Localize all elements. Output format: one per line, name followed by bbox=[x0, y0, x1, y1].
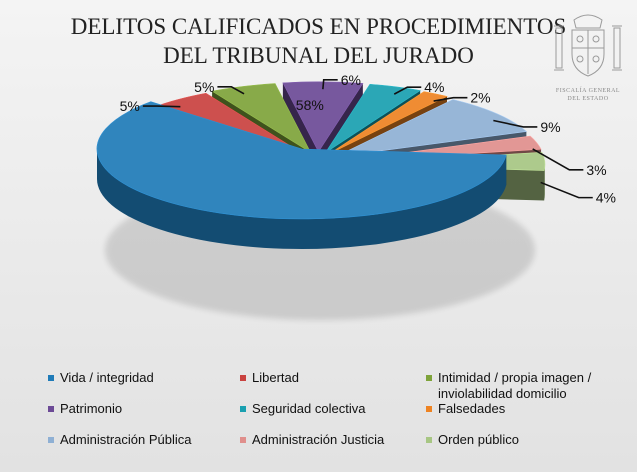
legend-swatch-icon bbox=[48, 375, 54, 381]
slice-highlight bbox=[212, 83, 311, 153]
slice-highlight bbox=[325, 84, 421, 153]
leader-line-administracion-publica bbox=[493, 119, 538, 128]
coat-of-arms-icon bbox=[554, 14, 622, 77]
chart-title: DELITOS CALIFICADOS EN PROCEDIMIENTOS DE… bbox=[0, 12, 637, 70]
leader-line-falsedades bbox=[433, 96, 468, 102]
leader-line-patrimonio bbox=[322, 79, 338, 90]
chart-title-line-1: DELITOS CALIFICADOS EN PROCEDIMIENTOS bbox=[70, 14, 567, 39]
legend-swatch-icon bbox=[426, 406, 432, 412]
data-label-orden-publico: 4% bbox=[596, 190, 616, 206]
slice-top bbox=[96, 101, 507, 220]
legend-swatch-icon bbox=[426, 375, 432, 381]
data-label-libertad: 5% bbox=[120, 98, 140, 114]
legend-label: Libertad bbox=[252, 370, 299, 385]
data-label-administracion-justicia: 3% bbox=[586, 162, 606, 178]
data-label-vida-integridad: 58% bbox=[296, 97, 324, 113]
slice-highlight bbox=[282, 81, 363, 152]
legend-swatch-icon bbox=[240, 375, 246, 381]
legend-swatch-icon bbox=[426, 437, 432, 443]
legend: Vida / integridad Libertad Intimidad / pro… bbox=[48, 368, 628, 468]
slice-top bbox=[211, 83, 312, 154]
slice-rim bbox=[544, 164, 545, 201]
pie-slices bbox=[96, 81, 546, 249]
slice-top bbox=[325, 83, 421, 153]
legend-label: Intimidad / propia imagen / inviolabilid… bbox=[438, 370, 592, 401]
legend-item-orden-publico: Orden público bbox=[426, 432, 519, 448]
leader-line-intimidad-propia-imagen-inviolabilidad-domicilio bbox=[217, 85, 245, 95]
legend-item-seguridad-colectiva: Seguridad colectiva bbox=[240, 401, 365, 417]
legend-item-administracion-justicia: Administración Justicia bbox=[240, 432, 384, 448]
legend-label: Administración Justicia bbox=[252, 432, 385, 447]
data-label-patrimonio: 6% bbox=[341, 72, 361, 88]
data-label-seguridad-colectiva: 4% bbox=[424, 79, 444, 95]
leader-line-administracion-justicia bbox=[532, 148, 584, 171]
data-label-falsedades: 2% bbox=[470, 90, 490, 106]
slice-highlight bbox=[335, 99, 527, 157]
data-label-administracion-publica: 9% bbox=[540, 119, 560, 135]
legend-swatch-icon bbox=[240, 406, 246, 412]
legend-item-falsedades: Falsedades bbox=[426, 401, 505, 417]
legend-label: Patrimonio bbox=[60, 401, 123, 416]
legend-label: Falsedades bbox=[438, 401, 506, 416]
slice-top bbox=[335, 99, 528, 158]
slice-rim bbox=[97, 149, 507, 249]
data-label-intimidad-propia-imagen-inviolabilidad-domicilio: 5% bbox=[194, 79, 214, 95]
legend-label: Administración Pública bbox=[60, 432, 192, 447]
leader-line-libertad bbox=[142, 105, 181, 108]
leader-line-seguridad-colectiva bbox=[393, 86, 422, 95]
leader-line-orden-publico bbox=[540, 181, 593, 199]
slice-highlight bbox=[96, 101, 507, 219]
emblem-caption-line-2: DEL ESTADO bbox=[567, 96, 609, 102]
legend-swatch-icon bbox=[48, 437, 54, 443]
chart-title-line-2: DEL TRIBUNAL DEL JURADO bbox=[163, 43, 474, 68]
pie-slice-vida-integridad bbox=[96, 101, 507, 249]
emblem-caption-line-1: FISCALÍA GENERAL bbox=[555, 88, 621, 94]
slice-highlight bbox=[329, 91, 447, 154]
legend-item-intimidad-propia-imagen-inviolabilidad-domicilio: Intimidad / propia imagen / inviolabilid… bbox=[426, 370, 618, 402]
legend-label: Seguridad colectiva bbox=[252, 401, 366, 416]
legend-item-vida-integridad: Vida / integridad bbox=[48, 370, 154, 386]
legend-swatch-icon bbox=[48, 406, 54, 412]
pie-chart: 58% 5% 5% 6% 4% 2% 9% 3% 4% bbox=[96, 72, 616, 320]
legend-label: Orden público bbox=[438, 432, 519, 447]
legend-label: Vida / integridad bbox=[60, 370, 154, 385]
legend-item-patrimonio: Patrimonio bbox=[48, 401, 122, 417]
legend-item-libertad: Libertad bbox=[240, 370, 299, 386]
legend-item-administracion-publica: Administración Pública bbox=[48, 432, 192, 448]
leader-lines bbox=[142, 79, 593, 199]
fiscalia-emblem: FISCALÍA GENERAL DEL ESTADO bbox=[548, 10, 628, 106]
slice-top bbox=[329, 91, 448, 154]
data-labels: 58% 5% 5% 6% 4% 2% 9% 3% 4% bbox=[120, 72, 616, 206]
legend-swatch-icon bbox=[240, 437, 246, 443]
